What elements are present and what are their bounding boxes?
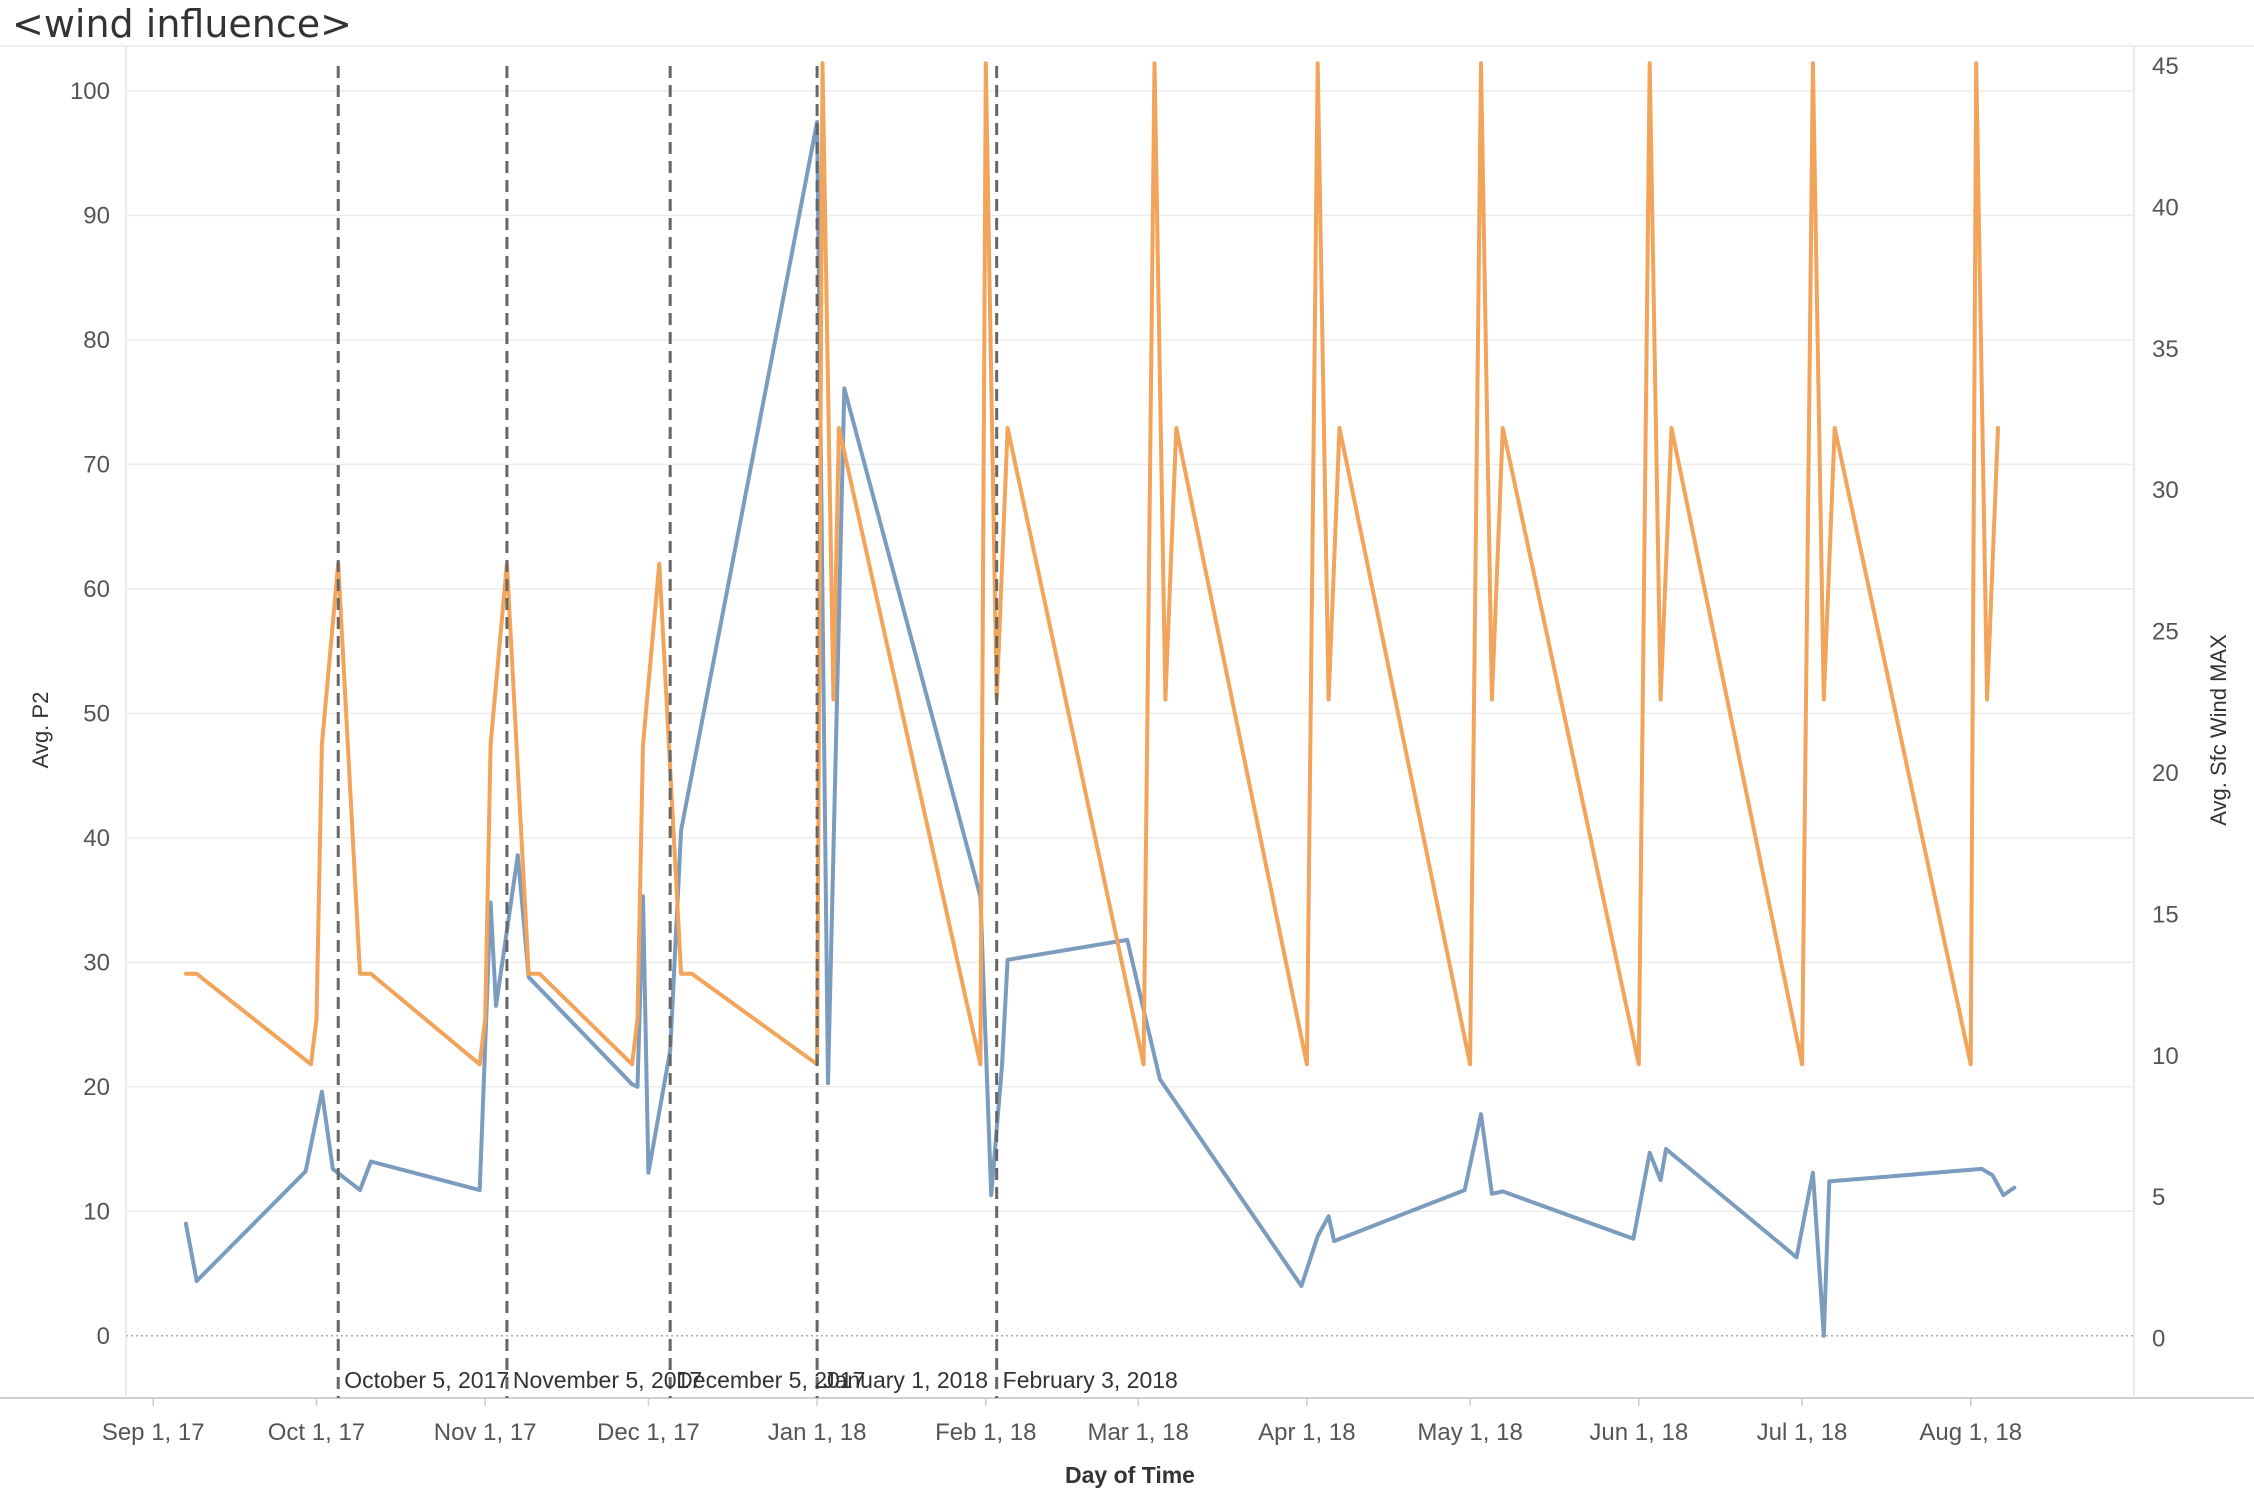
y-left-tick-label: 60 [83, 576, 110, 603]
reference-line-label: November 5, 2017 [513, 1367, 702, 1393]
x-tick-label: Dec 1, 17 [597, 1419, 700, 1446]
y-left-tick-label: 50 [83, 700, 110, 727]
reference-line-label: February 3, 2018 [1003, 1367, 1178, 1393]
y-left-tick-label: 0 [97, 1323, 110, 1350]
y-right-tick-label: 45 [2152, 53, 2179, 80]
x-tick-label: Oct 1, 17 [268, 1419, 365, 1446]
x-tick-label: Feb 1, 18 [935, 1419, 1036, 1446]
y-right-tick-label: 30 [2152, 477, 2179, 504]
reference-line-label: January 1, 2018 [823, 1367, 988, 1393]
x-axis-title: Day of Time [1065, 1462, 1195, 1488]
y-left-tick-label: 10 [83, 1198, 110, 1225]
y-left-tick-label: 30 [83, 949, 110, 976]
x-tick-label: Aug 1, 18 [1919, 1419, 2022, 1446]
x-tick-label: Nov 1, 17 [434, 1419, 537, 1446]
x-tick-label: May 1, 18 [1417, 1419, 1522, 1446]
y-right-tick-label: 5 [2152, 1184, 2165, 1211]
y-right-tick-label: 0 [2152, 1326, 2165, 1353]
series-line-avg-sfc-wind-max [183, 61, 2000, 1067]
y-right-tick-label: 10 [2152, 1043, 2179, 1070]
plot-frame [0, 45, 2254, 1399]
y-left-axis-title: Avg. P2 [28, 692, 53, 769]
reference-line-label: October 5, 2017 [344, 1367, 509, 1393]
axes: 0 10 20 30 40 50 60 70 80 90 100 0 5 10 15 20 25 30 35 40 45… [28, 53, 2231, 1488]
y-right-tick-label: 40 [2152, 194, 2179, 221]
chart-title: <wind influence> [12, 2, 352, 46]
gridlines [126, 90, 2134, 1337]
y-right-tick-label: 25 [2152, 619, 2179, 646]
y-right-tick-label: 20 [2152, 760, 2179, 787]
x-tick-label: Mar 1, 18 [1087, 1419, 1188, 1446]
y-right-axis-title: Avg. Sfc Wind MAX [2206, 634, 2231, 826]
y-left-tick-label: 70 [83, 451, 110, 478]
x-tick-label: Jul 1, 18 [1757, 1419, 1848, 1446]
y-left-tick-label: 20 [83, 1074, 110, 1101]
y-left-tick-label: 100 [70, 78, 110, 105]
y-right-tick-label: 15 [2152, 901, 2179, 928]
x-tick-label: Sep 1, 17 [102, 1419, 205, 1446]
x-tick-label: Jan 1, 18 [768, 1419, 867, 1446]
x-tick-label: Jun 1, 18 [1589, 1419, 1688, 1446]
x-tick-label: Apr 1, 18 [1258, 1419, 1355, 1446]
reference-line-label: December 5, 2017 [676, 1367, 865, 1393]
reference-lines: October 5, 2017 November 5, 2017December … [336, 66, 1178, 1398]
y-left-tick-label: 40 [83, 825, 110, 852]
series-lines [183, 61, 2017, 1338]
y-left-tick-label: 90 [83, 202, 110, 229]
y-right-tick-label: 35 [2152, 336, 2179, 363]
series-line-avg-p2 [183, 120, 2017, 1338]
y-left-tick-label: 80 [83, 327, 110, 354]
